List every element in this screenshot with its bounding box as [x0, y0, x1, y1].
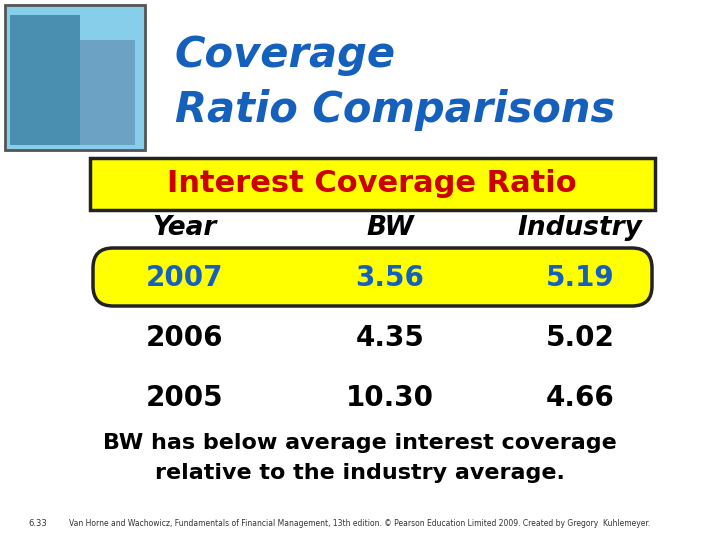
- FancyBboxPatch shape: [93, 248, 652, 306]
- Bar: [5, 5, 145, 150]
- Text: Coverage: Coverage: [175, 34, 396, 76]
- Text: 5.02: 5.02: [546, 324, 614, 352]
- Text: Van Horne and Wachowicz, Fundamentals of Financial Management, 13th edition. © P: Van Horne and Wachowicz, Fundamentals of…: [69, 519, 651, 529]
- Text: Industry: Industry: [518, 215, 642, 241]
- Text: 2007: 2007: [146, 264, 224, 292]
- Text: 2006: 2006: [146, 324, 224, 352]
- Text: 4.35: 4.35: [356, 324, 424, 352]
- Bar: [80, 40, 135, 145]
- Bar: [5, 5, 145, 150]
- Bar: [5, 5, 145, 150]
- Text: 4.66: 4.66: [546, 384, 614, 412]
- Text: Interest Coverage Ratio: Interest Coverage Ratio: [167, 170, 577, 199]
- Text: 5.19: 5.19: [546, 264, 614, 292]
- Text: relative to the industry average.: relative to the industry average.: [155, 463, 565, 483]
- Text: BW has below average interest coverage: BW has below average interest coverage: [103, 433, 617, 453]
- Text: 10.30: 10.30: [346, 384, 434, 412]
- Text: Year: Year: [153, 215, 217, 241]
- Bar: [10, 15, 80, 145]
- Text: 6.33: 6.33: [28, 519, 47, 529]
- Text: 2005: 2005: [146, 384, 224, 412]
- Text: Ratio Comparisons: Ratio Comparisons: [175, 89, 616, 131]
- FancyBboxPatch shape: [90, 158, 655, 210]
- Text: 3.56: 3.56: [356, 264, 424, 292]
- Text: BW: BW: [366, 215, 414, 241]
